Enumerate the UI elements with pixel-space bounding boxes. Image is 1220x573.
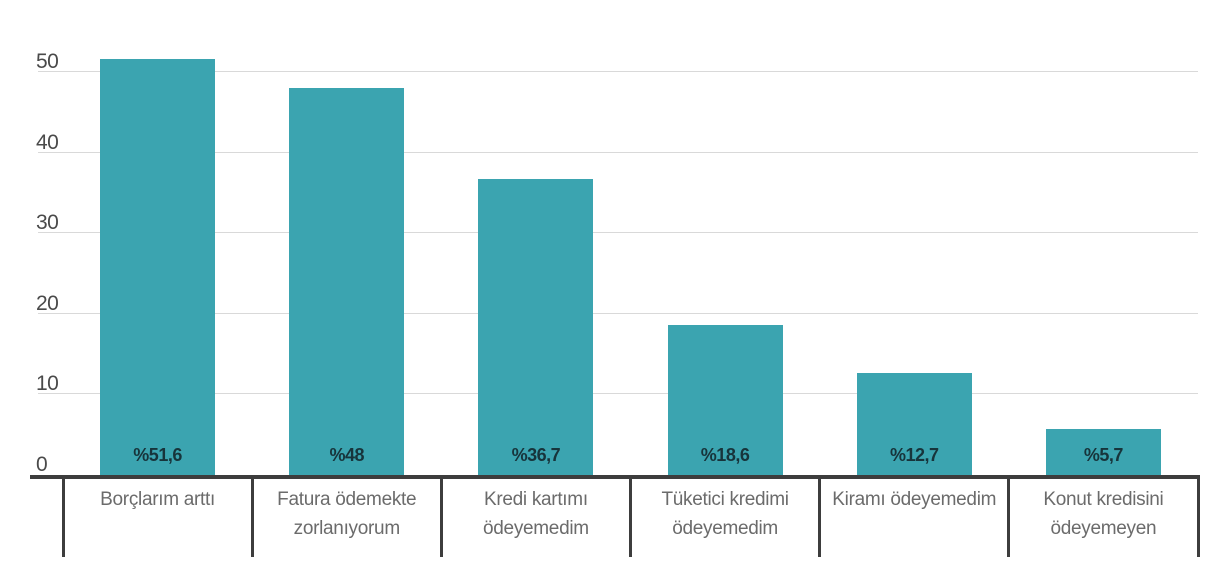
y-axis-tick-label: 10 (36, 372, 59, 396)
gridline (38, 312, 1198, 314)
category-label: Kredi kartımı ödeyemedim (483, 489, 589, 539)
category-label: Fatura ödemekte zorlanıyorum (277, 489, 417, 539)
category-tick (1196, 475, 1200, 557)
bar (667, 325, 783, 475)
category-label: Borçlarım arttı (100, 489, 215, 510)
bar (1045, 429, 1161, 475)
category-tick (1007, 475, 1011, 557)
y-axis-tick-label: 0 (36, 453, 48, 476)
category-label: Kiramı ödeyemedim (832, 489, 997, 510)
bar (289, 88, 405, 475)
category-tick (629, 475, 632, 557)
category-tick (818, 475, 822, 557)
bar (478, 179, 594, 475)
bar-value-label: %18,6 (700, 445, 750, 465)
gridline (38, 71, 1198, 72)
bar-value-label: %36,7 (511, 445, 561, 465)
category-label: Konut kredisini ödeyemeyen (1043, 489, 1164, 539)
category-tick (61, 475, 65, 557)
category-tick (439, 475, 443, 557)
gridline (38, 232, 1198, 234)
y-axis-tick-label: 20 (36, 291, 59, 315)
y-axis-tick-label: 30 (36, 211, 59, 235)
bar (856, 372, 972, 475)
category-tick (250, 475, 254, 557)
bar (100, 59, 216, 475)
gridline (38, 393, 1198, 395)
y-axis-tick-label: 40 (36, 130, 59, 154)
y-axis-tick-label: 50 (36, 50, 59, 73)
bar-value-label: %5,7 (1083, 445, 1124, 465)
bar-value-label: %12,7 (889, 445, 939, 465)
bar-value-label: %51,6 (133, 445, 182, 465)
x-axis-line (30, 475, 1200, 479)
bar-value-label: %48 (329, 445, 365, 465)
category-label: Tüketici kredimi ödeyemedim (661, 489, 789, 539)
gridline (38, 151, 1198, 153)
